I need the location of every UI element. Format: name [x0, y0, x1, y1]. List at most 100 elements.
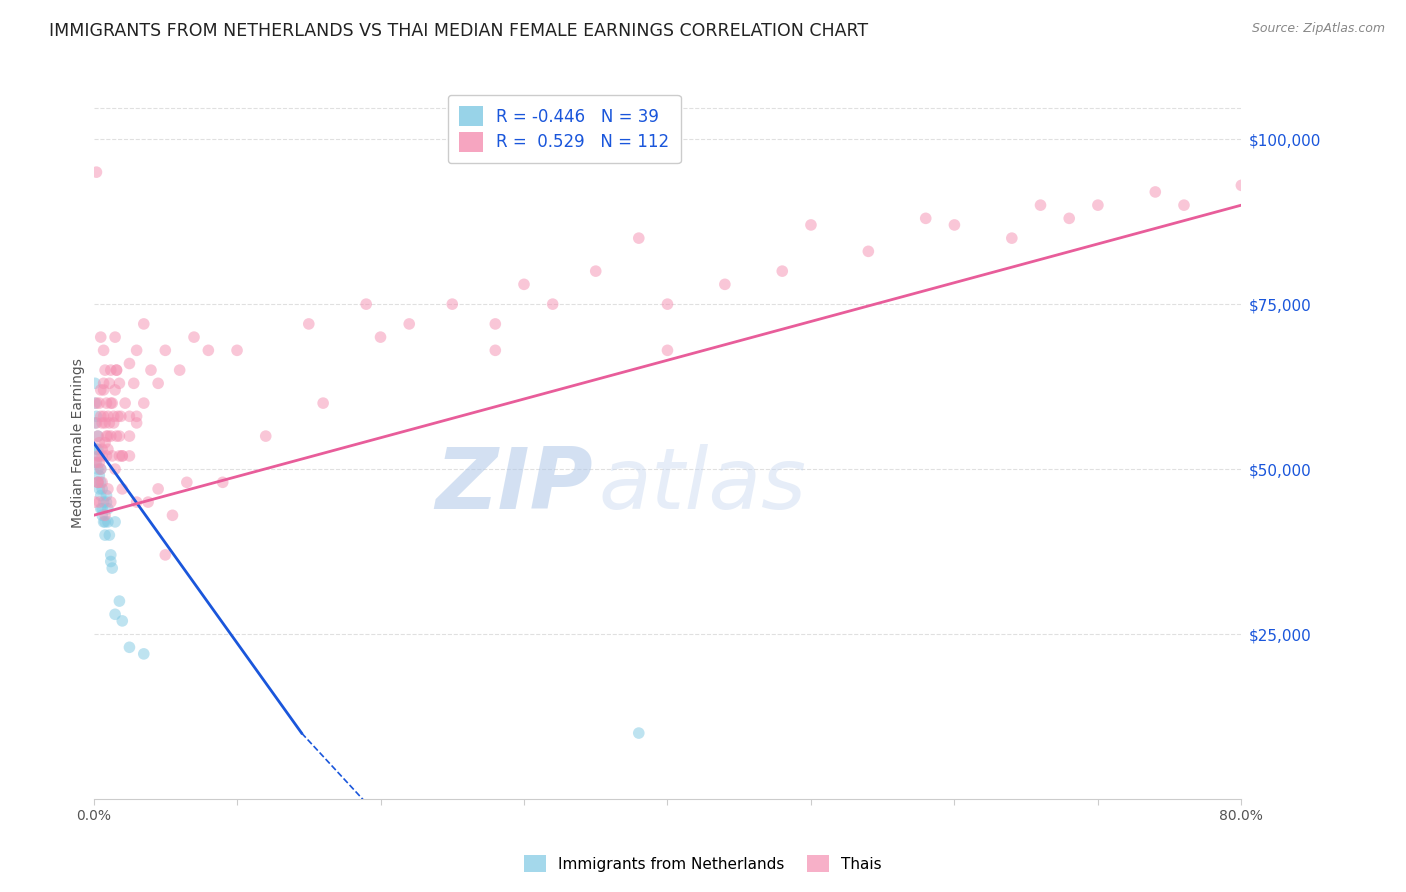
Point — [118, 449, 141, 463]
Point — [90, 475, 112, 490]
Point — [98, 416, 121, 430]
Point — [93, 383, 115, 397]
Point — [176, 475, 198, 490]
Point — [125, 416, 148, 430]
Point — [91, 442, 114, 457]
Point — [108, 376, 131, 391]
Point — [226, 343, 249, 358]
Point — [107, 409, 129, 424]
Point — [484, 317, 506, 331]
Point — [103, 416, 125, 430]
Point — [86, 409, 108, 424]
Point — [91, 482, 114, 496]
Point — [97, 515, 120, 529]
Point — [87, 429, 110, 443]
Point — [93, 343, 115, 358]
Point — [111, 449, 134, 463]
Y-axis label: Median Female Earnings: Median Female Earnings — [72, 358, 86, 528]
Point — [114, 396, 136, 410]
Point — [1001, 231, 1024, 245]
Point — [132, 396, 155, 410]
Point — [89, 449, 111, 463]
Point — [90, 330, 112, 344]
Point — [183, 330, 205, 344]
Point — [541, 297, 564, 311]
Point — [354, 297, 377, 311]
Point — [657, 343, 679, 358]
Point — [118, 429, 141, 443]
Point — [627, 231, 650, 245]
Point — [125, 409, 148, 424]
Point — [84, 376, 107, 391]
Point — [86, 416, 108, 430]
Point — [101, 449, 124, 463]
Point — [100, 548, 122, 562]
Point — [312, 396, 335, 410]
Text: atlas: atlas — [599, 444, 807, 527]
Point — [96, 488, 118, 502]
Point — [96, 396, 118, 410]
Point — [89, 468, 111, 483]
Point — [211, 475, 233, 490]
Point — [93, 376, 115, 391]
Point — [93, 495, 115, 509]
Point — [132, 647, 155, 661]
Point — [104, 383, 127, 397]
Point — [84, 495, 107, 509]
Point — [370, 330, 392, 344]
Point — [98, 528, 121, 542]
Point — [93, 515, 115, 529]
Point — [86, 396, 108, 410]
Point — [91, 508, 114, 523]
Point — [111, 449, 134, 463]
Point — [111, 482, 134, 496]
Point — [97, 409, 120, 424]
Point — [96, 429, 118, 443]
Point — [87, 475, 110, 490]
Point — [197, 343, 219, 358]
Point — [91, 416, 114, 430]
Point — [96, 495, 118, 509]
Point — [155, 343, 177, 358]
Point — [657, 297, 679, 311]
Point — [298, 317, 321, 331]
Point — [100, 495, 122, 509]
Legend: R = -0.446   N = 39, R =  0.529   N = 112: R = -0.446 N = 39, R = 0.529 N = 112 — [447, 95, 681, 163]
Point — [118, 357, 141, 371]
Point — [100, 429, 122, 443]
Point — [89, 482, 111, 496]
Point — [97, 482, 120, 496]
Point — [714, 277, 737, 292]
Point — [89, 435, 111, 450]
Point — [104, 515, 127, 529]
Point — [155, 548, 177, 562]
Point — [94, 515, 117, 529]
Point — [110, 409, 132, 424]
Point — [97, 501, 120, 516]
Point — [162, 508, 184, 523]
Point — [84, 396, 107, 410]
Text: IMMIGRANTS FROM NETHERLANDS VS THAI MEDIAN FEMALE EARNINGS CORRELATION CHART: IMMIGRANTS FROM NETHERLANDS VS THAI MEDI… — [49, 22, 869, 40]
Point — [118, 640, 141, 655]
Point — [101, 396, 124, 410]
Point — [90, 409, 112, 424]
Point — [89, 456, 111, 470]
Point — [87, 429, 110, 443]
Point — [484, 343, 506, 358]
Point — [96, 449, 118, 463]
Point — [103, 409, 125, 424]
Point — [139, 363, 162, 377]
Point — [94, 528, 117, 542]
Point — [86, 165, 108, 179]
Point — [100, 363, 122, 377]
Point — [90, 383, 112, 397]
Point — [770, 264, 793, 278]
Point — [90, 462, 112, 476]
Point — [90, 488, 112, 502]
Point — [125, 495, 148, 509]
Point — [914, 211, 936, 226]
Point — [87, 442, 110, 457]
Point — [858, 244, 880, 259]
Point — [1230, 178, 1253, 193]
Point — [146, 376, 169, 391]
